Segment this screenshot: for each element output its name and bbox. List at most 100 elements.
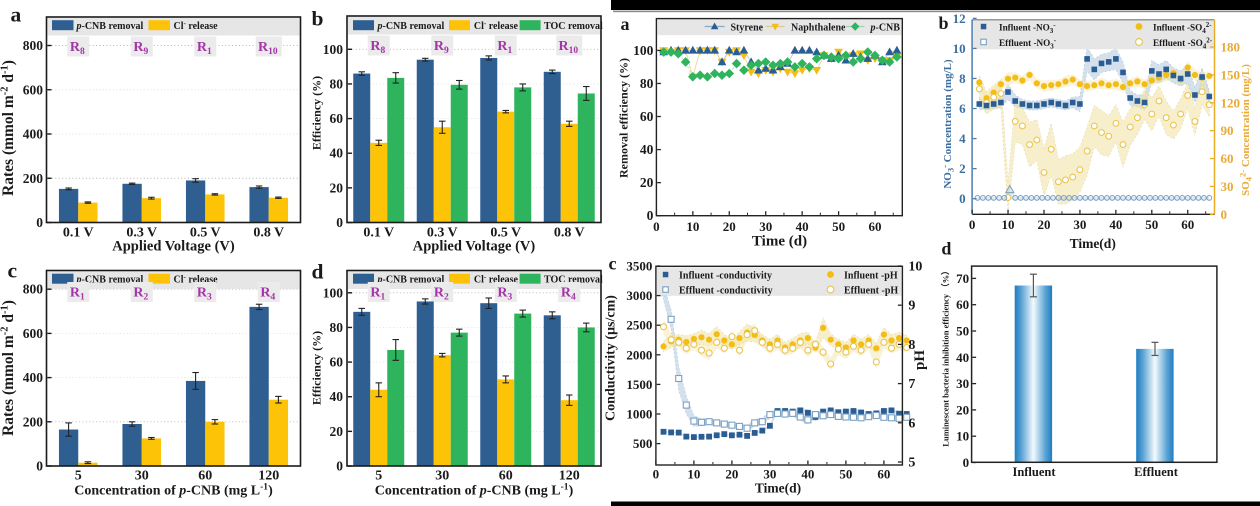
svg-text:Removal efficiency (%): Removal efficiency (%) — [617, 58, 631, 178]
svg-text:10: 10 — [687, 467, 700, 482]
svg-text:3500: 3500 — [626, 259, 652, 274]
svg-text:Luminescent bacteria inhibitio: Luminescent bacteria inhibition efficien… — [941, 266, 951, 446]
svg-text:40: 40 — [796, 219, 809, 234]
svg-text:Naphthalene: Naphthalene — [791, 23, 846, 34]
svg-text:20: 20 — [640, 175, 654, 190]
svg-text:200: 200 — [23, 171, 44, 186]
svg-text:1500: 1500 — [626, 377, 652, 392]
svg-text:Influent: Influent — [1012, 465, 1056, 479]
svg-text:0: 0 — [336, 215, 343, 230]
svg-text:0: 0 — [1221, 207, 1228, 222]
svg-text:20: 20 — [723, 219, 736, 234]
svg-text:40: 40 — [1109, 217, 1122, 232]
svg-text:100: 100 — [323, 42, 344, 57]
svg-text:Efficiency (%): Efficiency (%) — [310, 76, 324, 150]
svg-text:60: 60 — [869, 219, 882, 234]
svg-text:90: 90 — [1221, 123, 1234, 138]
svg-text:c: c — [8, 259, 18, 283]
svg-text:5: 5 — [375, 469, 382, 484]
svg-text:p-CNB removal: p-CNB removal — [377, 21, 445, 32]
svg-text:150: 150 — [1221, 67, 1241, 82]
svg-text:a: a — [11, 3, 22, 27]
svg-text:0.1 V: 0.1 V — [63, 226, 94, 241]
svg-text:9: 9 — [908, 299, 915, 314]
svg-text:SO42- Concentration (mg/L): SO42- Concentration (mg/L) — [1238, 64, 1254, 196]
svg-text:Rates (mmol m-2 d-1): Rates (mmol m-2 d-1) — [0, 300, 17, 436]
svg-text:40: 40 — [330, 389, 344, 404]
svg-text:0.5 V: 0.5 V — [490, 226, 521, 241]
svg-text:100: 100 — [633, 43, 654, 58]
svg-text:20: 20 — [330, 424, 344, 439]
svg-text:1000: 1000 — [626, 407, 652, 422]
svg-text:0: 0 — [336, 459, 343, 474]
svg-text:2000: 2000 — [626, 347, 652, 362]
svg-text:12: 12 — [953, 11, 966, 26]
svg-text:0.1 V: 0.1 V — [363, 226, 394, 241]
svg-text:0: 0 — [36, 215, 43, 230]
svg-text:400: 400 — [23, 370, 44, 385]
svg-text:40: 40 — [956, 350, 969, 365]
svg-text:2500: 2500 — [626, 318, 652, 333]
svg-text:30: 30 — [1073, 217, 1086, 232]
svg-text:Influent -pH: Influent -pH — [844, 271, 898, 282]
svg-text:Conductivity (µs/cm): Conductivity (µs/cm) — [604, 295, 619, 421]
svg-text:20: 20 — [1037, 217, 1050, 232]
svg-text:60: 60 — [1221, 151, 1234, 166]
svg-text:4: 4 — [959, 131, 966, 146]
svg-text:7: 7 — [908, 377, 915, 392]
svg-text:120: 120 — [258, 469, 279, 484]
svg-text:10: 10 — [908, 260, 922, 275]
svg-text:60: 60 — [640, 109, 654, 124]
svg-text:p-CNB removal: p-CNB removal — [76, 21, 144, 32]
svg-text:Influent -SO42-: Influent -SO42- — [1153, 21, 1212, 35]
svg-text:Concentration of p-CNB (mg L-1: Concentration of p-CNB (mg L-1) — [74, 483, 273, 499]
svg-text:TOC removal: TOC removal — [544, 274, 603, 285]
svg-text:0.3 V: 0.3 V — [427, 226, 458, 241]
svg-text:120: 120 — [1221, 95, 1241, 110]
svg-text:400: 400 — [23, 127, 44, 142]
svg-text:0: 0 — [653, 219, 660, 234]
svg-text:Effluent -SO42-: Effluent -SO42- — [1153, 37, 1213, 51]
svg-text:60: 60 — [330, 111, 344, 126]
svg-text:b: b — [312, 7, 324, 31]
svg-text:Applied Voltage (V): Applied Voltage (V) — [413, 239, 536, 255]
svg-text:Styrene: Styrene — [731, 23, 764, 34]
svg-text:30: 30 — [763, 467, 776, 482]
svg-text:0: 0 — [647, 208, 654, 223]
svg-text:800: 800 — [23, 38, 44, 53]
svg-text:180: 180 — [1221, 40, 1241, 55]
svg-text:0.8 V: 0.8 V — [554, 226, 585, 241]
svg-text:Effluent -pH: Effluent -pH — [844, 286, 898, 297]
svg-text:20: 20 — [956, 402, 969, 417]
svg-text:0: 0 — [959, 191, 966, 206]
svg-text:50: 50 — [832, 219, 845, 234]
svg-text:60: 60 — [330, 355, 344, 370]
svg-text:50: 50 — [956, 324, 969, 339]
svg-text:30: 30 — [956, 376, 969, 391]
svg-text:200: 200 — [23, 414, 44, 429]
svg-text:10: 10 — [956, 429, 969, 444]
svg-text:Cl- release: Cl- release — [174, 19, 219, 32]
svg-text:Time (d): Time (d) — [752, 234, 807, 250]
svg-text:60: 60 — [956, 297, 969, 312]
svg-text:60: 60 — [1181, 217, 1194, 232]
svg-text:Efficiency (%): Efficiency (%) — [310, 331, 324, 405]
svg-text:8: 8 — [908, 338, 915, 353]
svg-text:p-CNB removal: p-CNB removal — [377, 274, 445, 285]
svg-text:600: 600 — [23, 82, 44, 97]
svg-text:Effluent -NO3-: Effluent -NO3- — [999, 37, 1057, 51]
svg-text:0: 0 — [653, 467, 660, 482]
svg-text:50: 50 — [839, 467, 852, 482]
svg-text:0.5 V: 0.5 V — [190, 226, 221, 241]
svg-text:100: 100 — [323, 285, 344, 300]
svg-text:600: 600 — [23, 326, 44, 341]
svg-text:d: d — [941, 239, 951, 259]
svg-text:8: 8 — [959, 71, 966, 86]
svg-text:30: 30 — [1221, 179, 1234, 194]
svg-text:Influent -NO3-: Influent -NO3- — [999, 21, 1056, 35]
svg-text:6: 6 — [959, 101, 966, 116]
svg-text:20: 20 — [330, 180, 344, 195]
svg-text:p-CNB: p-CNB — [870, 23, 901, 34]
svg-text:40: 40 — [640, 142, 654, 157]
svg-text:120: 120 — [559, 469, 580, 484]
